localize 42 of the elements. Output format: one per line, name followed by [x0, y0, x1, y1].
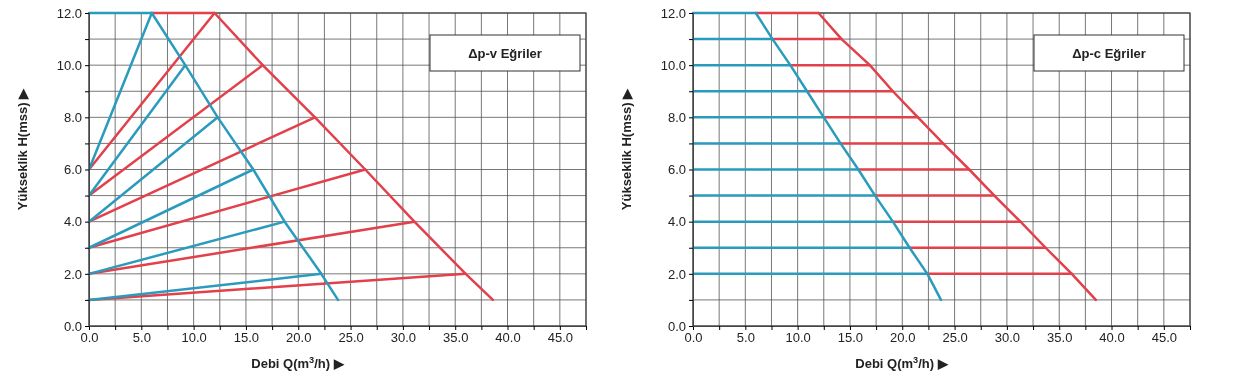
x-tick-label: 5.0: [736, 330, 755, 346]
x-tick-label: 15.0: [837, 330, 864, 346]
y-tick-label: 0.0: [63, 318, 82, 334]
y-tick-label: 8.0: [63, 109, 82, 125]
x-tick-label: 25.0: [942, 330, 968, 346]
x-tick-label: 0.0: [80, 330, 99, 346]
y-tick-label: 10.0: [660, 57, 686, 73]
annotation: Δp-v Eğriler: [468, 46, 542, 61]
x-tick-label: 45.0: [1151, 330, 1177, 346]
y-tick-label: 10.0: [56, 57, 82, 73]
y-tick-label: 12.0: [660, 5, 686, 21]
x-tick-label: 30.0: [390, 330, 417, 346]
y-tick-label: 6.0: [63, 162, 82, 178]
x-tick-label: 10.0: [181, 330, 207, 346]
x-tick-label: 20.0: [286, 330, 312, 346]
y-tick-label: 2.0: [667, 266, 686, 282]
y-tick-label: 4.0: [667, 214, 686, 230]
y-tick-label: 12.0: [56, 5, 82, 21]
x-tick-label: 40.0: [495, 330, 521, 346]
y-tick-label: 6.0: [667, 162, 686, 178]
y-axis-title: Yükseklik H(mss) ▶: [15, 87, 30, 211]
annotation: Δp-c Eğriler: [1072, 46, 1146, 61]
text-box: Δp-v Eğriler: [429, 34, 581, 72]
x-axis-title: Debi Q(m$^{3}$/h) ▶: [855, 355, 949, 371]
y-tick-label: 2.0: [63, 266, 82, 282]
x-axis-title: Debi Q(m$^{3}$/h) ▶: [251, 355, 345, 371]
x-tick-label: 45.0: [547, 330, 573, 346]
x-tick-label: 25.0: [338, 330, 364, 346]
x-tick-label: 40.0: [1099, 330, 1125, 346]
x-tick-label: 15.0: [233, 330, 260, 346]
text-box: Δp-c Eğriler: [1033, 34, 1185, 72]
y-tick-label: 4.0: [63, 214, 82, 230]
y-axis-title: Yükseklik H(mss) ▶: [619, 87, 634, 211]
y-tick-label: 0.0: [667, 318, 686, 334]
x-tick-label: 10.0: [785, 330, 811, 346]
x-tick-label: 20.0: [890, 330, 916, 346]
x-tick-label: 35.0: [1047, 330, 1073, 346]
y-tick-label: 8.0: [667, 109, 686, 125]
x-tick-label: 30.0: [994, 330, 1021, 346]
x-tick-label: 35.0: [443, 330, 469, 346]
x-tick-label: 5.0: [132, 330, 151, 346]
x-tick-label: 0.0: [684, 330, 703, 346]
